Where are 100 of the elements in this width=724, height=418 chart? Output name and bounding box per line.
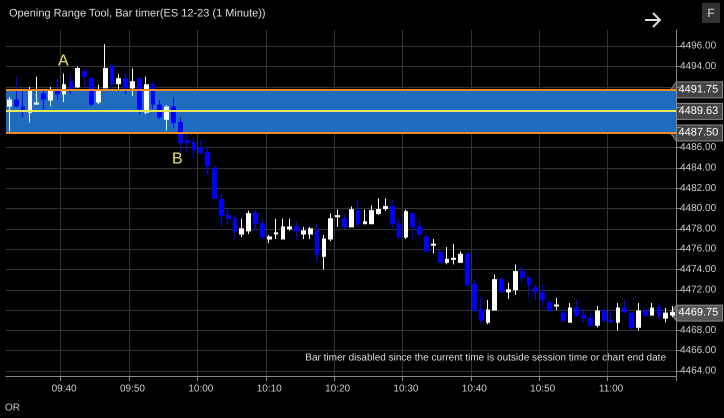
candlestick	[14, 76, 19, 108]
y-tick-label: 4466.00	[680, 345, 717, 356]
y-tick-label: 4474.00	[680, 264, 717, 275]
candlestick	[670, 305, 675, 318]
candlestick	[287, 218, 292, 232]
x-tick-label: 10:50	[530, 384, 556, 394]
candlestick	[492, 274, 497, 311]
candlestick	[356, 200, 360, 228]
candlestick	[130, 68, 135, 96]
y-tick-label: 4478.00	[680, 223, 717, 234]
candlestick	[445, 246, 449, 265]
y-tick-label: 4482.00	[680, 182, 717, 194]
text: F	[702, 3, 720, 23]
candlestick	[451, 244, 456, 265]
ref-line-label: 4489.63	[678, 104, 718, 117]
x-tick-label: 10:10	[256, 384, 282, 394]
candlestick	[41, 90, 46, 110]
candlestick	[335, 209, 340, 228]
candlestick	[588, 310, 593, 328]
candlestick	[513, 264, 518, 296]
candlestick	[103, 44, 108, 88]
candlestick	[636, 302, 641, 331]
candlestick	[458, 250, 463, 263]
candlestick	[96, 84, 101, 105]
candlestick	[390, 200, 395, 230]
candlestick	[110, 62, 114, 92]
candlestick	[308, 226, 313, 240]
candlestick	[212, 165, 217, 199]
text: 4469.75	[678, 306, 718, 319]
candlestick	[267, 234, 272, 244]
candlestick	[376, 198, 381, 216]
y-tick-label: 4496.00	[680, 40, 717, 52]
x-tick-label: 10:30	[393, 384, 419, 394]
candlestick	[34, 76, 39, 105]
candlestick	[315, 223, 319, 263]
candlestick	[116, 73, 121, 92]
candlestick	[185, 132, 190, 154]
candlestick	[609, 310, 613, 323]
y-tick-label: 4494.00	[680, 61, 717, 72]
text: OR	[5, 402, 20, 414]
candlestick	[561, 310, 566, 323]
candlestick	[226, 209, 231, 224]
x-tick-label: 11:00	[598, 384, 624, 394]
candlestick	[472, 279, 477, 313]
candlestick	[192, 137, 196, 158]
candlestick	[574, 299, 579, 318]
candlestick	[21, 89, 25, 118]
candlestick	[506, 282, 511, 300]
candlestick	[533, 284, 538, 300]
candlestick	[246, 210, 251, 234]
annotation: B	[172, 150, 183, 168]
y-tick-label: 4476.00	[680, 244, 717, 255]
candlestick	[82, 68, 87, 88]
x-tick-label: 09:50	[120, 384, 146, 394]
candlestick	[239, 218, 244, 238]
candlestick	[151, 81, 155, 110]
candlestick	[602, 308, 607, 323]
x-tick-label: 10:20	[325, 384, 351, 394]
candlestick	[253, 209, 258, 232]
candlestick	[137, 78, 142, 115]
candlestick	[479, 296, 484, 325]
y-tick-label: 4480.00	[680, 203, 717, 214]
x-tick-label: 09:40	[52, 384, 78, 394]
candlestick	[540, 284, 545, 308]
y-tick-label: 4464.00	[680, 365, 717, 376]
candlestick	[431, 238, 436, 254]
candlestick	[233, 215, 237, 240]
candlestick	[486, 299, 490, 325]
candlestick	[48, 86, 53, 107]
candlestick	[123, 73, 128, 94]
candlestick	[342, 213, 347, 230]
candlestick	[554, 297, 559, 311]
candlestick	[581, 308, 586, 323]
x-tick-label: 10:00	[188, 384, 214, 394]
candlestick	[404, 209, 408, 240]
candlestick	[55, 78, 60, 101]
candlestick	[281, 218, 285, 240]
candlestick	[657, 302, 661, 321]
candlestick	[650, 302, 654, 316]
candlestick	[499, 277, 504, 292]
candlestick	[527, 277, 531, 298]
candlestick	[424, 233, 429, 252]
candlestick	[328, 213, 333, 242]
candlestick	[397, 218, 401, 240]
candlestick	[260, 218, 265, 240]
candlestick	[369, 205, 374, 224]
candlestick	[322, 234, 326, 270]
candlestick	[75, 66, 80, 88]
annotation: A	[58, 52, 69, 70]
candlestick	[205, 146, 210, 176]
x-tick-label: 10:40	[462, 384, 488, 394]
candlestick	[663, 308, 668, 323]
candlestick	[383, 198, 388, 212]
candlestick	[7, 96, 12, 132]
candlestick	[274, 218, 278, 240]
candlestick	[547, 299, 552, 313]
candlestick	[349, 206, 354, 228]
candlestick	[438, 250, 443, 263]
ref-line-label: 4491.75	[678, 83, 718, 96]
candlestick	[69, 73, 73, 94]
